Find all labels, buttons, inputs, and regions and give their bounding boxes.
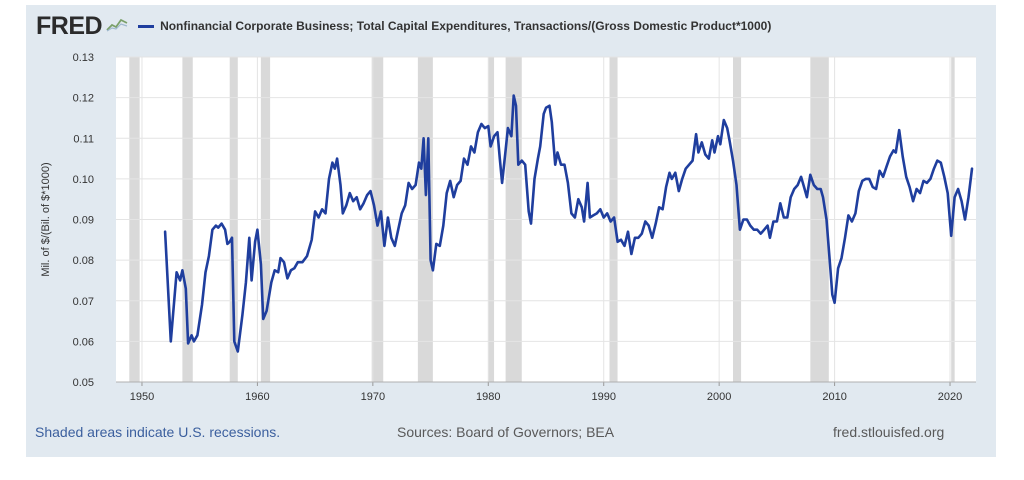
x-tick-label: 1970: [361, 391, 385, 403]
graph-header: FRED Nonfinancial Corporate Business; To…: [36, 12, 771, 40]
legend-swatch: [138, 24, 155, 28]
series-line: [163, 94, 974, 353]
y-tick-label: 0.07: [73, 296, 94, 308]
x-tick-label: 1990: [591, 391, 615, 403]
x-tick-label: 2000: [707, 391, 731, 403]
y-axis-label: Mil. of $/(Bil. of $*1000): [40, 162, 52, 276]
site-url[interactable]: fred.stlouisfed.org: [833, 424, 945, 440]
recession-note: Shaded areas indicate U.S. recessions.: [35, 424, 281, 440]
x-tick-label: 1980: [476, 391, 500, 403]
x-tick-label: 1960: [245, 391, 269, 403]
x-tick-label: 2010: [822, 391, 846, 403]
sources-text: Sources: Board of Governors; BEA: [397, 424, 615, 440]
y-tick-label: 0.12: [73, 93, 94, 105]
line-chart-icon: [106, 15, 129, 37]
y-tick-label: 0.09: [73, 215, 94, 227]
x-tick-label: 1950: [130, 391, 154, 403]
x-tick-label: 2020: [938, 391, 962, 403]
y-tick-label: 0.08: [73, 255, 94, 267]
y-tick-label: 0.11: [73, 133, 94, 145]
y-tick-label: 0.06: [73, 336, 94, 348]
y-tick-label: 0.13: [73, 52, 94, 64]
y-tick-label: 0.05: [73, 377, 94, 389]
fred-logo[interactable]: FRED: [36, 11, 103, 40]
series-legend-label[interactable]: Nonfinancial Corporate Business; Total C…: [160, 19, 772, 33]
y-tick-label: 0.10: [73, 174, 94, 186]
